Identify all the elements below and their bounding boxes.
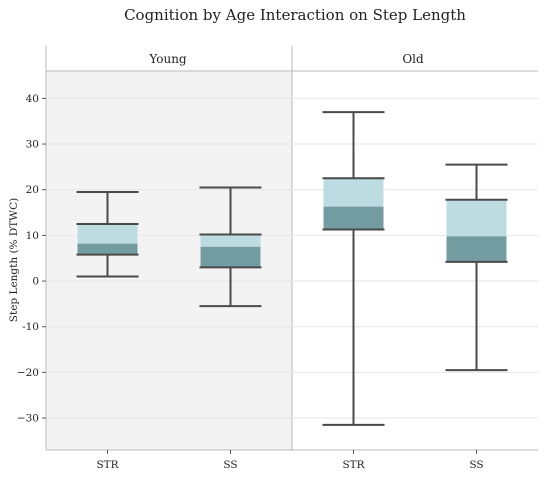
facet-label-old: Old [402, 52, 424, 66]
lower-box [77, 243, 138, 255]
y-tick-label: 20 [26, 184, 39, 196]
y-tick-label: 10 [26, 230, 39, 242]
y-tick-label: −20 [17, 367, 39, 379]
y-axis-label: Step Length (% DTWC) [8, 198, 20, 322]
x-axis-ticks: STR SS STR SS [96, 450, 484, 471]
y-tick-label: -10 [22, 321, 39, 333]
x-tick-label-old-ss: SS [469, 459, 483, 471]
lower-box [446, 236, 507, 262]
y-tick-label: 40 [26, 93, 39, 105]
y-tick-label: 0 [32, 276, 39, 288]
x-tick-label-young-str: STR [96, 459, 119, 471]
box-young-ss [199, 186, 262, 308]
y-axis-ticks: −30 −20 -10 0 10 20 30 40 [17, 93, 46, 425]
lower-box [200, 246, 261, 268]
upper-box [200, 234, 261, 247]
y-tick-label: 30 [26, 139, 39, 151]
chart-title: Cognition by Age Interaction on Step Len… [124, 6, 466, 24]
box-young-str [76, 191, 139, 278]
y-tick-label: −30 [17, 413, 39, 425]
upper-box [77, 223, 138, 244]
lower-box [323, 206, 384, 230]
facet-label-young: Young [148, 52, 187, 66]
boxes-layer [76, 111, 508, 426]
box-old-ss [445, 163, 508, 372]
box-old-str [322, 111, 385, 426]
x-tick-label-old-str: STR [342, 459, 365, 471]
upper-box [446, 199, 507, 237]
upper-box [323, 178, 384, 207]
x-tick-label-young-ss: SS [223, 459, 237, 471]
